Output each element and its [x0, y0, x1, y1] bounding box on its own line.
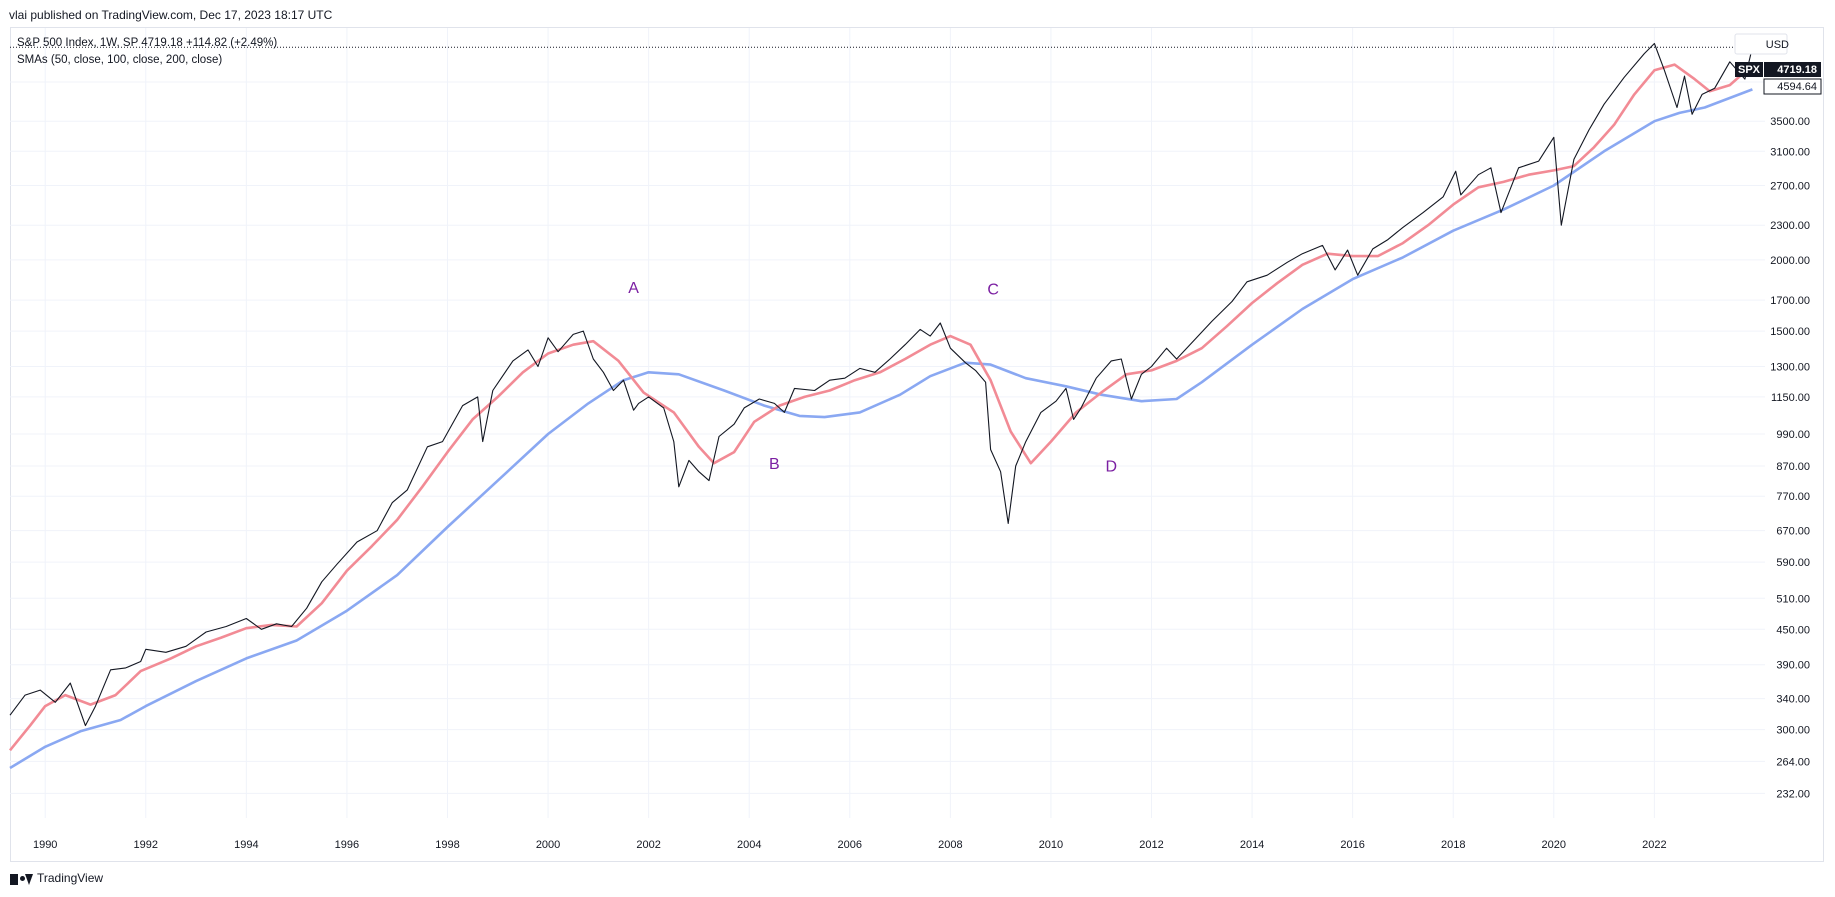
x-tick-label: 2012	[1139, 839, 1163, 851]
currency-box	[1734, 33, 1788, 55]
x-tick-label: 2008	[938, 839, 962, 851]
x-tick-label: 1998	[435, 839, 459, 851]
annotation-label: D	[1105, 459, 1117, 476]
y-tick-label: 670.00	[1776, 526, 1810, 538]
symbol-badge-label: SPX	[1738, 64, 1761, 76]
y-tick-label: 770.00	[1776, 491, 1810, 503]
x-tick-label: 2022	[1642, 839, 1666, 851]
chart-frame	[10, 27, 1824, 862]
y-tick-label: 2300.00	[1770, 220, 1810, 232]
x-tick-label: 1994	[234, 839, 258, 851]
x-tick-label: 1992	[134, 839, 158, 851]
sma-value-badge-label: 4594.64	[1777, 81, 1817, 93]
x-tick-label: 2006	[838, 839, 862, 851]
y-tick-label: 590.00	[1776, 557, 1810, 569]
y-tick-label: 870.00	[1776, 461, 1810, 473]
y-tick-label: 450.00	[1776, 624, 1810, 636]
currency-label[interactable]: USD	[1766, 39, 1789, 51]
sma-slow-line	[9, 88, 1753, 770]
x-tick-label: 2000	[536, 839, 560, 851]
y-tick-label: 1150.00	[1771, 392, 1810, 404]
symbol-legend-row[interactable]: S&P 500 Index, 1W, SP 4719.18 +114.82 (+…	[17, 37, 278, 49]
x-tick-label: 1996	[335, 839, 359, 851]
footer-brand-label: TradingView	[37, 871, 104, 885]
series-layer	[8, 42, 1754, 770]
y-tick-label: 990.00	[1776, 429, 1810, 441]
sma-fast-line	[8, 63, 1754, 752]
x-tick-label: 1990	[33, 839, 57, 851]
last-price-badge-label: 4719.18	[1777, 64, 1817, 76]
y-tick-label: 1700.00	[1770, 295, 1810, 307]
x-tick-label: 2018	[1441, 839, 1465, 851]
y-tick-label: 1500.00	[1770, 326, 1810, 338]
axis-labels: 4100.003500.003100.002700.002300.002000.…	[33, 77, 1810, 851]
footer-brand: TradingView	[10, 871, 103, 885]
chart-grid	[10, 28, 1765, 818]
y-tick-label: 232.00	[1776, 788, 1810, 800]
price-badges: USD SPX 4719.18 4594.64	[1734, 33, 1822, 95]
x-tick-label: 2010	[1039, 839, 1063, 851]
annotation-label: A	[628, 280, 639, 297]
symbol-badge	[1735, 62, 1763, 77]
y-tick-label: 2700.00	[1770, 181, 1810, 193]
y-tick-label: 510.00	[1776, 593, 1810, 605]
annotation-layer: A B C D	[628, 280, 1117, 476]
x-tick-label: 2016	[1340, 839, 1364, 851]
annotation-label: B	[769, 456, 780, 473]
y-tick-label: 3500.00	[1770, 116, 1810, 128]
y-tick-label: 340.00	[1776, 694, 1810, 706]
tradingview-logo-icon	[10, 872, 33, 885]
chart-legend: S&P 500 Index, 1W, SP 4719.18 +114.82 (+…	[17, 35, 277, 69]
price-line	[9, 42, 1753, 727]
y-tick-label: 1300.00	[1770, 362, 1810, 374]
y-tick-label: 264.00	[1776, 756, 1810, 768]
y-tick-label: 2000.00	[1770, 255, 1810, 267]
annotation-label: C	[987, 281, 999, 298]
y-tick-label: 300.00	[1776, 725, 1810, 737]
x-tick-label: 2004	[737, 839, 761, 851]
sma-legend-row[interactable]: SMAs (50, close, 100, close, 200, close)	[17, 54, 223, 66]
sma-value-badge	[1763, 78, 1822, 95]
y-tick-label: 3100.00	[1770, 146, 1810, 158]
x-tick-label: 2014	[1240, 839, 1264, 851]
published-caption: vlai published on TradingView.com, Dec 1…	[9, 8, 333, 22]
y-tick-label: 390.00	[1776, 660, 1810, 672]
x-tick-label: 2002	[636, 839, 660, 851]
x-tick-label: 2020	[1542, 839, 1566, 851]
last-price-badge	[1764, 62, 1821, 77]
